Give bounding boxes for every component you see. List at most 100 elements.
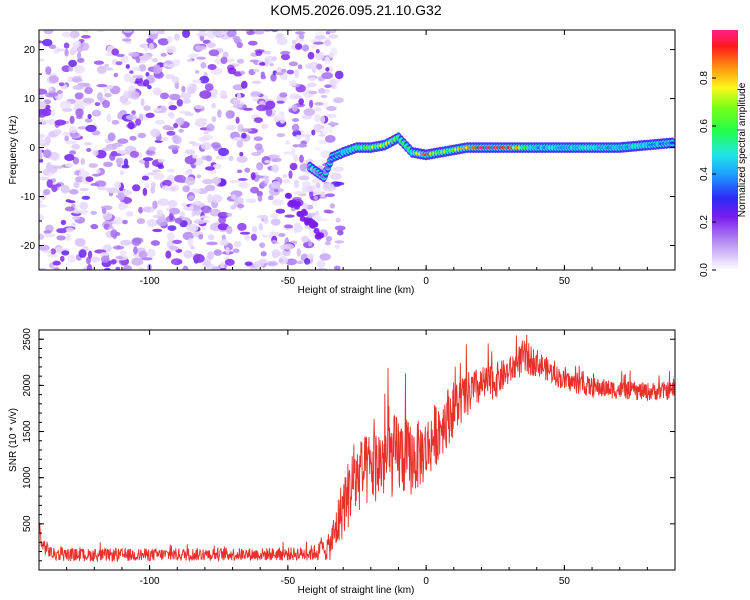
spectrogram-noise-blob bbox=[270, 73, 277, 82]
spectrogram-noise-blob bbox=[128, 21, 135, 29]
spectrogram-noise-blob bbox=[153, 172, 165, 180]
spectrogram-noise-blob bbox=[167, 225, 177, 232]
spectrogram-noise-blob bbox=[117, 192, 125, 201]
spectrogram-noise-blob bbox=[253, 68, 260, 73]
spectrogram-noise-blob bbox=[138, 206, 144, 214]
snr-ticks: -100 -50 0 50 500 1000 1500 2000 2500 bbox=[22, 328, 676, 587]
spectrogram-noise-blob bbox=[96, 30, 106, 33]
spectrogram-noise-blob bbox=[328, 30, 337, 34]
spectrogram-noise-blob bbox=[59, 100, 72, 110]
spectrogram-noise-blob bbox=[50, 248, 56, 255]
spectrogram-noise-blob bbox=[115, 256, 124, 259]
spectrogram-content bbox=[39, 21, 675, 270]
spectrogram-noise-blob bbox=[333, 265, 341, 270]
spectrogram-noise-blob bbox=[294, 69, 300, 79]
spectrogram-noise-blob bbox=[43, 189, 51, 196]
spectrogram-noise-blob bbox=[167, 112, 174, 118]
spectrogram-noise-blob bbox=[84, 118, 93, 123]
spectrogram-noise-blob bbox=[288, 80, 297, 87]
spectrogram-noise-blob bbox=[192, 200, 203, 207]
spectrogram-noise-blob bbox=[314, 147, 321, 151]
spectrogram-noise-blob bbox=[114, 181, 122, 189]
spectrogram-noise-blob bbox=[233, 197, 244, 206]
spectrogram-noise-blob bbox=[202, 219, 210, 223]
spectrogram-noise-blob bbox=[250, 186, 259, 194]
spectrogram-noise-blob bbox=[39, 233, 45, 241]
spectrogram-noise-blob bbox=[192, 79, 202, 84]
spectrogram-noise-blob bbox=[232, 103, 243, 109]
spectrogram-noise-blob bbox=[206, 241, 218, 246]
spectrogram-noise-blob bbox=[112, 245, 125, 250]
spectrogram-noise-blob bbox=[74, 65, 85, 74]
spectrogram-noise-blob bbox=[77, 51, 82, 60]
spectrogram-noise-blob bbox=[319, 128, 329, 133]
spectrogram-noise-blob bbox=[285, 23, 294, 27]
spectrogram-noise-blob bbox=[45, 66, 52, 75]
spectrogram-noise-blob bbox=[172, 239, 183, 244]
snr-y-label: SNR (10 * v/v) bbox=[8, 408, 19, 472]
spectrogram-noise-blob bbox=[144, 159, 150, 169]
spectrogram-noise-blob bbox=[211, 266, 220, 270]
spectrogram-noise-blob bbox=[311, 129, 316, 136]
spectrogram-noise-blob bbox=[196, 174, 202, 179]
spectrogram-noise-blob bbox=[42, 168, 50, 176]
spectrogram-noise-blob bbox=[149, 22, 159, 27]
spectrogram-noise-blob bbox=[172, 59, 181, 67]
spectrogram-noise-blob bbox=[68, 59, 77, 67]
spectrogram-noise-blob bbox=[241, 132, 247, 139]
spectrogram-noise-blob bbox=[203, 130, 209, 135]
spectrogram-noise-blob bbox=[271, 164, 280, 173]
spectrogram-noise-blob bbox=[132, 74, 144, 79]
spectrogram-noise-blob bbox=[182, 185, 190, 193]
spectrogram-noise-blob bbox=[235, 116, 240, 124]
spectrogram-noise-blob bbox=[46, 162, 52, 171]
spectrogram-noise-blob bbox=[248, 40, 258, 46]
spectrogram-noise-blob bbox=[132, 184, 141, 192]
spectrogram-noise-blob bbox=[313, 106, 322, 112]
spectrogram-noise-blob bbox=[183, 250, 193, 259]
spectrogram-noise-blob bbox=[141, 175, 149, 181]
spectrogram-noise-blob bbox=[263, 216, 269, 225]
spectrogram-noise-blob bbox=[71, 76, 82, 83]
spectrogram-noise-blob bbox=[285, 258, 298, 266]
y-tick-label: 1000 bbox=[22, 466, 33, 489]
spectrogram-noise-blob bbox=[256, 162, 264, 171]
spectrogram-noise-blob bbox=[194, 210, 201, 216]
spectrogram-noise-blob bbox=[63, 42, 70, 49]
spectrogram-noise-blob bbox=[276, 100, 285, 104]
spectrogram-noise-blob bbox=[278, 256, 289, 265]
spectrogram-noise-blob bbox=[150, 186, 156, 194]
spectrogram-noise-blob bbox=[176, 99, 183, 107]
spectrogram-noise-blob bbox=[304, 258, 311, 265]
spectrogram-noise-blob bbox=[196, 32, 209, 37]
spectrogram-noise-blob bbox=[179, 211, 186, 217]
spectrogram-noise-blob bbox=[125, 211, 134, 217]
spectrogram-noise-blob bbox=[314, 102, 324, 106]
spectrogram-noise-blob bbox=[200, 142, 212, 150]
spectrogram-noise-blob bbox=[186, 58, 193, 63]
spectrogram-noise-blob bbox=[64, 206, 75, 212]
spectrogram-noise-blob bbox=[292, 118, 300, 122]
spectrogram-noise-blob bbox=[314, 214, 322, 222]
spectrogram-noise-blob bbox=[190, 25, 202, 30]
spectrogram-noise-blob bbox=[39, 133, 46, 139]
spectrogram-frame bbox=[38, 29, 676, 271]
spectrogram-noise-blob bbox=[282, 243, 295, 250]
spectrogram-noise-blob bbox=[271, 249, 281, 258]
spectrogram-noise-blob bbox=[322, 182, 335, 192]
spectrogram-noise-blob bbox=[120, 54, 129, 64]
spectrogram-noise-blob bbox=[270, 218, 281, 226]
spectrogram-noise-blob bbox=[122, 265, 133, 270]
spectrogram-noise-blob bbox=[249, 59, 259, 63]
spectrogram-noise-blob bbox=[43, 230, 52, 234]
spectrogram-noise-blob bbox=[45, 104, 51, 110]
spectrogram-noise-blob bbox=[104, 267, 111, 270]
y-tick-label: 2000 bbox=[22, 374, 33, 397]
spectrogram-noise-blob bbox=[107, 132, 116, 142]
spectrogram-noise-blob bbox=[71, 210, 84, 214]
spectrogram-noise-blob bbox=[166, 130, 176, 136]
spectrogram-noise-blob bbox=[86, 263, 93, 270]
spectrogram-noise-blob bbox=[211, 116, 217, 123]
spectrogram-noise-blob bbox=[87, 114, 92, 119]
colorbar-tick-label: 0.4 bbox=[699, 167, 710, 181]
